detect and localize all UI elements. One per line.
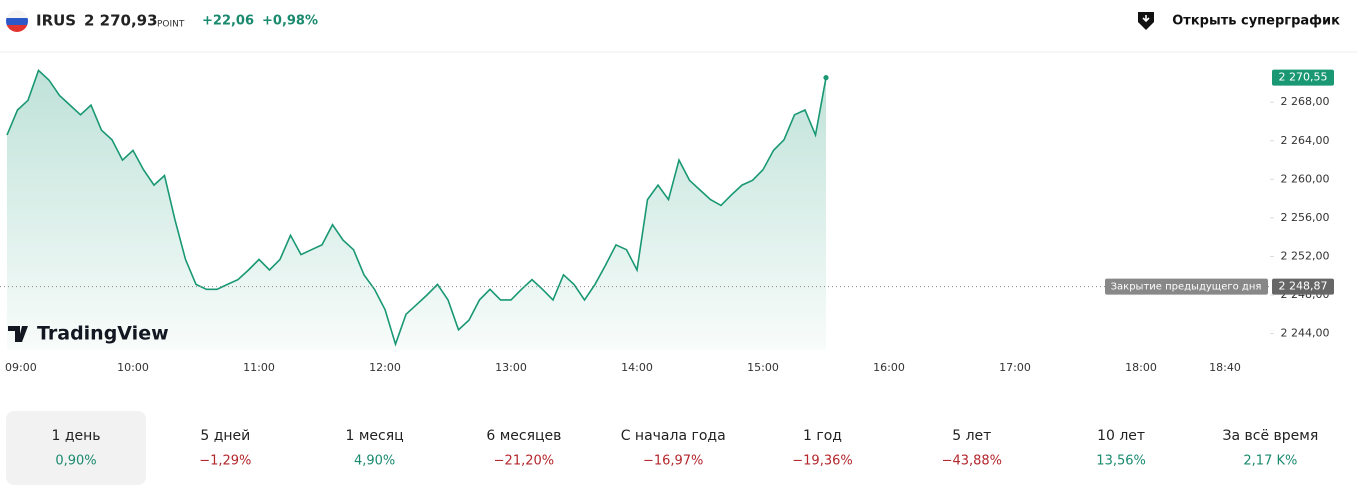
tradingview-logo: TradingView [8,323,169,345]
period-tab[interactable]: За всё время 2,17 K% [1223,428,1319,469]
x-tick-label: 14:00 [621,361,653,374]
y-tick-label: 2 260,00 [1281,172,1330,185]
y-tick-label: 2 244,00 [1281,327,1330,340]
period-tab[interactable]: С начала года −16,97% [621,428,726,469]
supergraph-label[interactable]: Открыть суперграфик [1172,14,1340,29]
last-price-label: 2 270,55 [1279,71,1328,84]
period-change[interactable]: 0,90% [55,454,96,469]
x-tick-label: 16:00 [873,361,905,374]
period-change[interactable]: −16,97% [643,454,703,469]
x-tick-label: 15:00 [747,361,779,374]
prev-close-value-box [1272,278,1334,295]
x-tick-label: 09:00 [5,361,37,374]
price-unit: POINT [157,20,185,30]
plot: 2 244,002 248,002 252,002 256,002 260,00… [0,68,1334,374]
change-pct: +0,98% [262,14,318,29]
y-tick-label: 2 268,00 [1281,95,1330,108]
period-label[interactable]: С начала года [621,428,726,444]
change: +22,06 [202,14,254,29]
prev-close-value: 2 248,87 [1279,280,1328,293]
period-label[interactable]: 10 лет [1097,428,1145,444]
period-tab[interactable]: 5 дней −1,29% [199,428,251,469]
prev-close-name: Закрытие предыдущего дня [1111,282,1262,293]
period-tab[interactable]: 1 день 0,90% [6,411,146,485]
last-point [823,75,829,81]
period-label[interactable]: 1 месяц [346,428,404,444]
period-change[interactable]: 2,17 K% [1243,454,1297,469]
x-tick-label: 12:00 [369,361,401,374]
price: 2 270,93 [84,12,158,30]
y-tick-label: 2 252,00 [1281,249,1330,262]
period-change[interactable]: −19,36% [792,454,852,469]
line [6,68,827,347]
x-tick-label: 11:00 [243,361,275,374]
last-price-box [1272,69,1334,86]
x-tick-label: 18:40 [1209,361,1241,374]
period-label[interactable]: 5 лет [952,428,991,444]
prev-close-name-box [1105,278,1268,295]
period-change[interactable]: 4,90% [354,454,395,469]
supergraph-icon-arrow [1142,15,1150,23]
logo-text: TradingView [37,323,169,345]
period-label[interactable]: 1 день [51,428,100,444]
period-tab[interactable]: 1 год −19,36% [792,428,852,469]
period-label[interactable]: 5 дней [200,428,250,444]
periods: 1 день 0,90% 5 дней −1,29% 1 месяц 4,90% 6 мес… [6,411,1318,485]
y-tick-label: 2 264,00 [1281,134,1330,147]
y-tick-label: 2 256,00 [1281,211,1330,224]
area [7,70,826,351]
period-tab[interactable]: 10 лет 13,56% [1096,428,1146,469]
period-tab[interactable]: 1 месяц 4,90% [346,428,404,469]
period-label[interactable]: За всё время [1223,428,1319,444]
x-tick-label: 10:00 [117,361,149,374]
ticker: IRUS [36,12,76,30]
supergraph-button[interactable]: Открыть суперграфик [1138,12,1340,30]
period-label[interactable]: 6 месяцев [486,428,561,444]
x-tick-label: 17:00 [999,361,1031,374]
flag [6,10,28,32]
period-selected-bg [6,411,146,485]
period-tab[interactable]: 5 лет −43,88% [942,428,1002,469]
period-label[interactable]: 1 год [803,428,842,444]
x-tick-label: 18:00 [1125,361,1157,374]
period-change[interactable]: −1,29% [199,454,251,469]
period-tab[interactable]: 6 месяцев −21,20% [486,428,561,469]
x-tick-label: 13:00 [495,361,527,374]
period-change[interactable]: −43,88% [942,454,1002,469]
period-change[interactable]: 13,56% [1096,454,1146,469]
period-change[interactable]: −21,20% [494,454,554,469]
